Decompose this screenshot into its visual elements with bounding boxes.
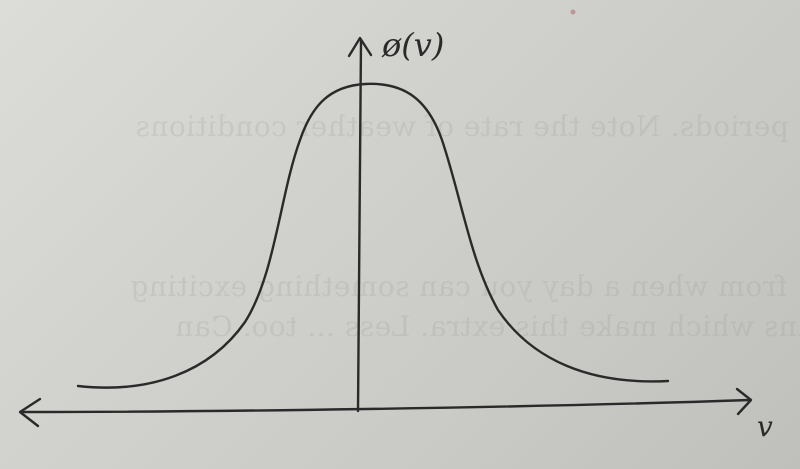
y-axis-label: ø(v): [381, 26, 444, 64]
x-axis-left-arrowhead: [18, 397, 42, 428]
x-axis-right-arrowhead: [735, 387, 753, 416]
paper-speck: [570, 9, 576, 15]
x-axis-label: v: [757, 410, 773, 443]
y-axis-line: [356, 38, 363, 413]
x-axis-line: [20, 398, 752, 414]
bell-curve: [76, 82, 670, 389]
y-axis-arrowhead: [347, 36, 373, 58]
